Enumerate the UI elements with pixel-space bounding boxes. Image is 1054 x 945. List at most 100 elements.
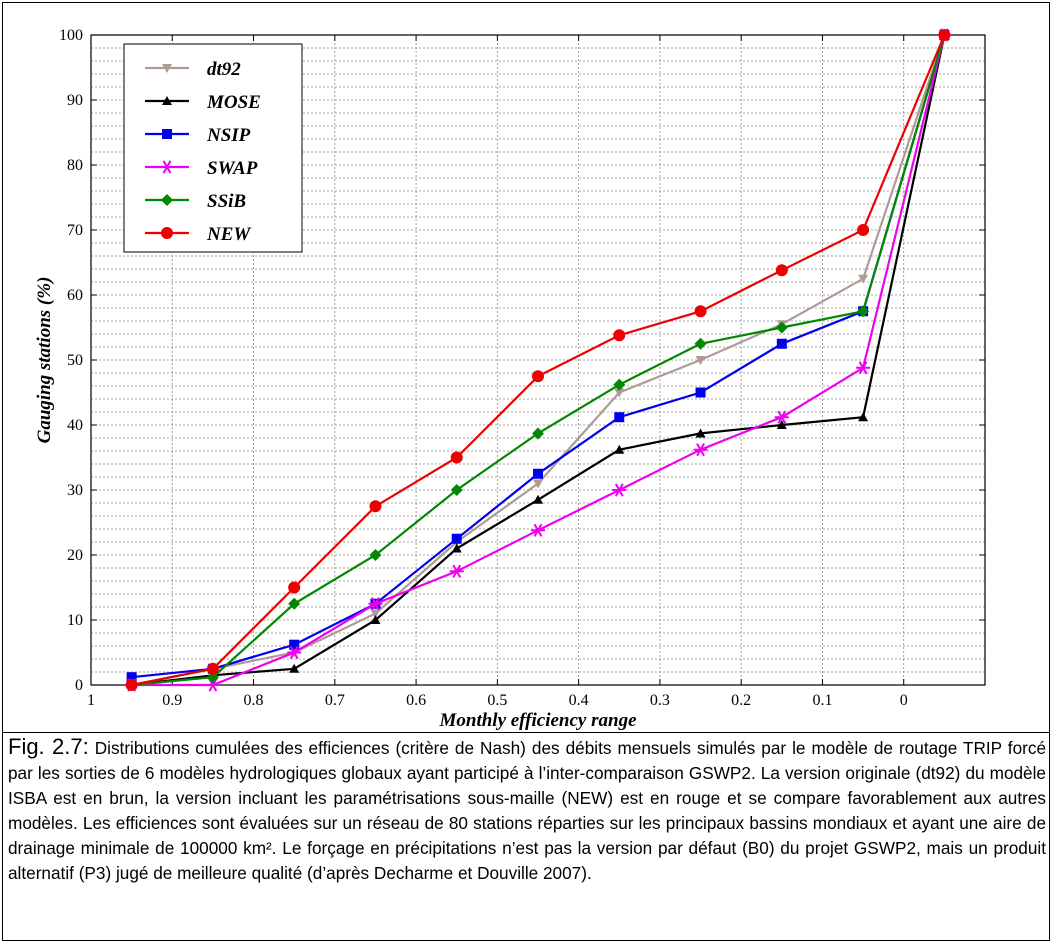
marker-stroke (371, 597, 380, 611)
data-point (694, 337, 707, 350)
data-point (533, 494, 543, 504)
x-tick-label: 0.1 (812, 692, 832, 709)
data-point (695, 387, 706, 398)
data-point (858, 274, 869, 284)
data-point (532, 427, 544, 440)
marker-stroke (614, 483, 624, 497)
x-tick-label: 0.5 (487, 692, 507, 709)
data-point (774, 410, 789, 424)
data-point (369, 500, 382, 513)
data-point (205, 678, 220, 692)
legend-label: dt92 (207, 59, 241, 80)
data-point (370, 609, 381, 619)
chart: 0 10 20 30 40 50 60 70 80 90 100 1 0.9 0.8 0.7 0.6 0.5 0.… (34, 27, 986, 731)
data-point (695, 428, 706, 438)
data-point (206, 662, 219, 675)
data-point (162, 64, 172, 73)
x-tick-label: 0 (900, 692, 908, 709)
marker-stroke (533, 523, 543, 537)
data-point (449, 564, 464, 578)
data-point (775, 321, 788, 334)
data-point (161, 194, 173, 206)
data-point (531, 523, 545, 537)
data-point (160, 160, 174, 174)
caption-box (2, 732, 1050, 941)
figure-caption: Fig. 2.7: Distributions cumulées des eff… (8, 734, 1046, 886)
marker-stroke (208, 678, 218, 692)
marker-stroke (162, 160, 172, 174)
data-point (614, 444, 625, 454)
data-point (856, 361, 871, 375)
data-point (693, 443, 708, 457)
data-point (450, 451, 463, 464)
data-point (288, 597, 301, 610)
x-tick-label: 0.8 (244, 692, 264, 709)
data-point (776, 338, 787, 349)
data-point (938, 29, 951, 41)
y-tick-label: 70 (67, 222, 83, 239)
y-axis-label: Gauging stations (%) (34, 277, 55, 444)
data-point (613, 378, 626, 391)
legend-label: SSiB (207, 191, 246, 212)
marker-stroke (289, 645, 299, 660)
data-point (450, 484, 463, 496)
data-point (614, 412, 625, 423)
data-point (289, 663, 300, 673)
y-tick-label: 20 (67, 547, 83, 564)
data-point (695, 356, 706, 365)
x-tick-label: 0.7 (325, 692, 345, 709)
data-point (613, 329, 626, 342)
data-point (776, 420, 787, 429)
data-point (370, 615, 381, 624)
data-point (612, 483, 627, 497)
data-point (857, 224, 870, 236)
data-point (162, 96, 172, 105)
y-tick-label: 50 (67, 352, 83, 369)
data-point (369, 549, 382, 561)
data-point (288, 581, 301, 594)
y-tick-label: 90 (67, 92, 83, 109)
marker-stroke (858, 361, 868, 375)
data-point (614, 388, 625, 398)
x-tick-label: 1 (87, 692, 95, 709)
series-mose (126, 30, 950, 689)
caption-text: Distributions cumulées des efficiences (… (8, 738, 1047, 883)
x-tick-label: 0.2 (731, 692, 751, 709)
legend-label: SWAP (207, 158, 258, 179)
data-point (289, 639, 300, 650)
series-new (125, 29, 951, 691)
x-tick-label: 0.3 (650, 692, 670, 709)
data-point (162, 129, 172, 139)
y-tick-label: 60 (67, 287, 83, 304)
y-tick-label: 100 (59, 27, 83, 44)
data-point (206, 671, 219, 684)
data-point (451, 543, 462, 553)
x-tick-label: 0.9 (162, 692, 182, 709)
x-axis-label: Monthly efficiency range (438, 710, 637, 731)
data-point (694, 305, 707, 318)
marker-stroke (696, 443, 705, 457)
data-point (533, 479, 543, 489)
y-tick-label: 40 (67, 417, 83, 434)
data-point (533, 468, 543, 479)
marker-stroke (777, 410, 787, 424)
data-point (368, 597, 383, 611)
data-point (451, 533, 462, 544)
legend-label: MOSE (206, 92, 261, 113)
axis-ticks: 0 10 20 30 40 50 60 70 80 90 100 1 0.9 0.8 0.7 0.6 0.5 0.… (59, 27, 985, 709)
data-point (125, 679, 138, 691)
data-point (287, 645, 302, 660)
legend-box (123, 43, 303, 253)
x-tick-label: 0.4 (569, 692, 589, 709)
data-point (126, 672, 137, 683)
data-point (532, 370, 544, 383)
y-tick-label: 10 (67, 612, 83, 629)
y-tick-label: 0 (75, 677, 83, 694)
series-layer (124, 28, 952, 692)
legend: dt92 MOSE NSIP SWAP SSiB NEW (123, 43, 303, 253)
x-tick-label: 0.6 (406, 692, 426, 709)
figure-label: Fig. 2.7: (8, 734, 89, 759)
y-tick-label: 80 (67, 157, 83, 174)
series-swap (124, 28, 952, 692)
